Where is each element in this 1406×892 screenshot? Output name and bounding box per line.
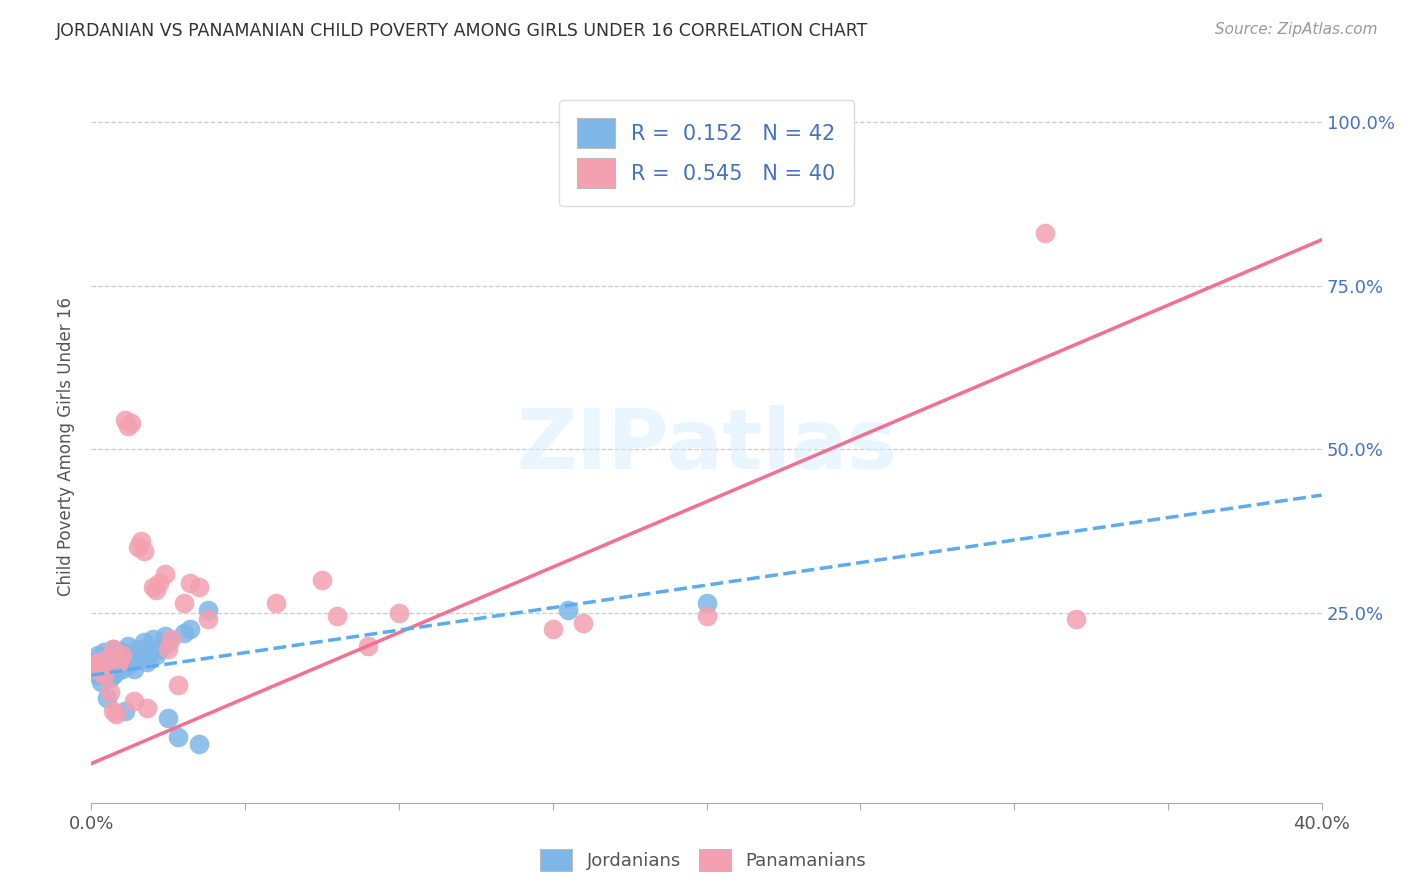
Point <box>132 635 155 649</box>
Point <box>114 704 136 718</box>
Legend: R =  0.152   N = 42, R =  0.545   N = 40: R = 0.152 N = 42, R = 0.545 N = 40 <box>558 100 855 206</box>
Point <box>108 655 131 669</box>
Point <box>135 701 157 715</box>
Point <box>197 612 219 626</box>
Point <box>83 658 105 673</box>
Point <box>101 642 124 657</box>
Point <box>142 632 165 647</box>
Point <box>696 609 718 624</box>
Point <box>105 665 127 679</box>
Point <box>124 694 146 708</box>
Point <box>326 609 349 624</box>
Point <box>166 731 188 745</box>
Point <box>93 645 115 659</box>
Point <box>96 691 118 706</box>
Point <box>83 655 105 669</box>
Point <box>114 413 136 427</box>
Text: ZIPatlas: ZIPatlas <box>516 406 897 486</box>
Point <box>86 655 108 669</box>
Point <box>145 648 167 663</box>
Point <box>129 652 152 666</box>
Point <box>696 596 718 610</box>
Point <box>96 652 118 666</box>
Text: JORDANIAN VS PANAMANIAN CHILD POVERTY AMONG GIRLS UNDER 16 CORRELATION CHART: JORDANIAN VS PANAMANIAN CHILD POVERTY AM… <box>56 22 869 40</box>
Point <box>145 582 167 597</box>
Point <box>557 602 579 616</box>
Point <box>117 639 139 653</box>
Text: Source: ZipAtlas.com: Source: ZipAtlas.com <box>1215 22 1378 37</box>
Point <box>117 419 139 434</box>
Point <box>160 632 183 647</box>
Point <box>132 543 155 558</box>
Point <box>166 678 188 692</box>
Point <box>111 648 134 663</box>
Point <box>105 707 127 722</box>
Point <box>120 416 142 430</box>
Point <box>98 672 121 686</box>
Point <box>93 665 115 679</box>
Point <box>188 737 211 751</box>
Point <box>108 655 131 669</box>
Point <box>139 645 162 659</box>
Point <box>117 658 139 673</box>
Point <box>264 596 287 610</box>
Point <box>86 668 108 682</box>
Point <box>96 658 118 673</box>
Point <box>90 665 112 679</box>
Point <box>148 642 170 657</box>
Point <box>157 642 180 657</box>
Point <box>541 623 564 637</box>
Point <box>101 704 124 718</box>
Point <box>153 566 177 581</box>
Point <box>101 642 124 657</box>
Point <box>148 576 170 591</box>
Point <box>153 629 177 643</box>
Point <box>357 639 380 653</box>
Point <box>98 652 121 666</box>
Legend: Jordanians, Panamanians: Jordanians, Panamanians <box>533 842 873 879</box>
Point <box>179 623 201 637</box>
Point <box>197 602 219 616</box>
Point <box>120 655 142 669</box>
Point <box>127 541 149 555</box>
Point <box>124 662 146 676</box>
Point <box>127 642 149 657</box>
Point <box>173 596 195 610</box>
Y-axis label: Child Poverty Among Girls Under 16: Child Poverty Among Girls Under 16 <box>56 296 75 596</box>
Point <box>1064 612 1087 626</box>
Point <box>129 533 152 548</box>
Point <box>150 639 173 653</box>
Point <box>388 606 411 620</box>
Point <box>90 674 112 689</box>
Point <box>98 684 121 698</box>
Point <box>572 615 595 630</box>
Point <box>179 576 201 591</box>
Point <box>142 580 165 594</box>
Point <box>101 668 124 682</box>
Point <box>157 635 180 649</box>
Point <box>173 625 195 640</box>
Point <box>188 580 211 594</box>
Point <box>111 662 134 676</box>
Point <box>311 573 333 587</box>
Point <box>86 648 108 663</box>
Point <box>1033 226 1056 240</box>
Point <box>93 668 115 682</box>
Point <box>111 645 134 659</box>
Point <box>105 648 127 663</box>
Point <box>135 655 157 669</box>
Point <box>90 662 112 676</box>
Point <box>157 711 180 725</box>
